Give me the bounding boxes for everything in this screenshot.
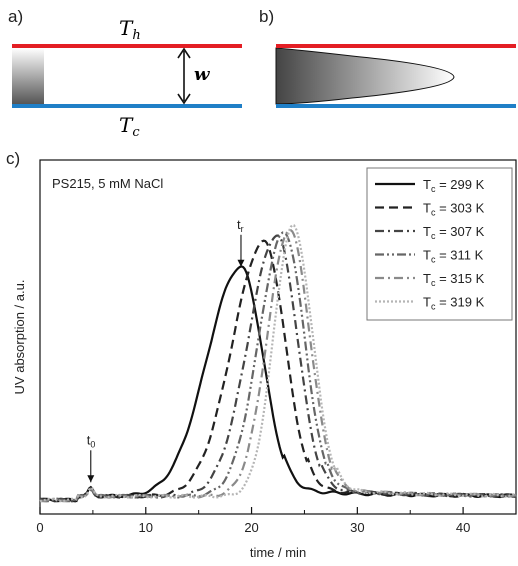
- annotation-label-0: t0: [87, 432, 96, 449]
- panel-a: a) Th Tc w: [8, 7, 242, 140]
- width-label: w: [194, 64, 211, 85]
- panel-b-label: b): [259, 7, 274, 26]
- series-layer: [39, 223, 517, 503]
- flow-profile: [275, 47, 455, 105]
- panel-b: b): [259, 7, 516, 108]
- panel-c: c) PS215, 5 mM NaCl 0 10 20 30 40 time / min…: [6, 149, 517, 560]
- sample-zone: [12, 48, 44, 104]
- hot-temp-label: Th: [119, 16, 141, 43]
- panel-c-label: c): [6, 149, 20, 168]
- y-axis-label: UV absorption / a.u.: [12, 280, 27, 395]
- width-arrow: [177, 47, 191, 105]
- annotation-label-1: tr: [237, 217, 244, 234]
- annotation-arrowhead-0: [87, 475, 95, 483]
- legend-label-3: Tc = 311 K: [423, 248, 484, 265]
- x-tick-label-10: 10: [139, 520, 153, 535]
- legend-label-2: Tc = 307 K: [423, 224, 485, 241]
- series-line-2: [39, 234, 517, 503]
- legend-box: [366, 167, 513, 321]
- x-tick-label-0: 0: [36, 520, 43, 535]
- x-axis-label: time / min: [250, 545, 306, 560]
- legend-label-1: Tc = 303 K: [423, 201, 485, 218]
- x-tick-label-20: 20: [244, 520, 258, 535]
- annotations: t0 tr: [87, 217, 245, 483]
- x-tick-label-40: 40: [456, 520, 470, 535]
- legend-label-0: Tc = 299 K: [423, 177, 485, 194]
- cold-temp-label: Tc: [119, 113, 140, 140]
- plot-frame: [39, 159, 517, 515]
- legend-label-4: Tc = 315 K: [423, 271, 485, 288]
- legend-label-5: Tc = 319 K: [423, 295, 485, 312]
- legend: Tc = 299 K Tc = 303 K Tc = 307 K Tc = 311 K…: [366, 167, 513, 321]
- series-line-5: [39, 223, 516, 503]
- annotation-arrowhead-1: [237, 259, 245, 267]
- chart-title: PS215, 5 mM NaCl: [52, 176, 163, 191]
- x-axis: 0 10 20 30 40: [36, 507, 470, 535]
- x-tick-label-30: 30: [350, 520, 364, 535]
- panel-a-label: a): [8, 7, 23, 26]
